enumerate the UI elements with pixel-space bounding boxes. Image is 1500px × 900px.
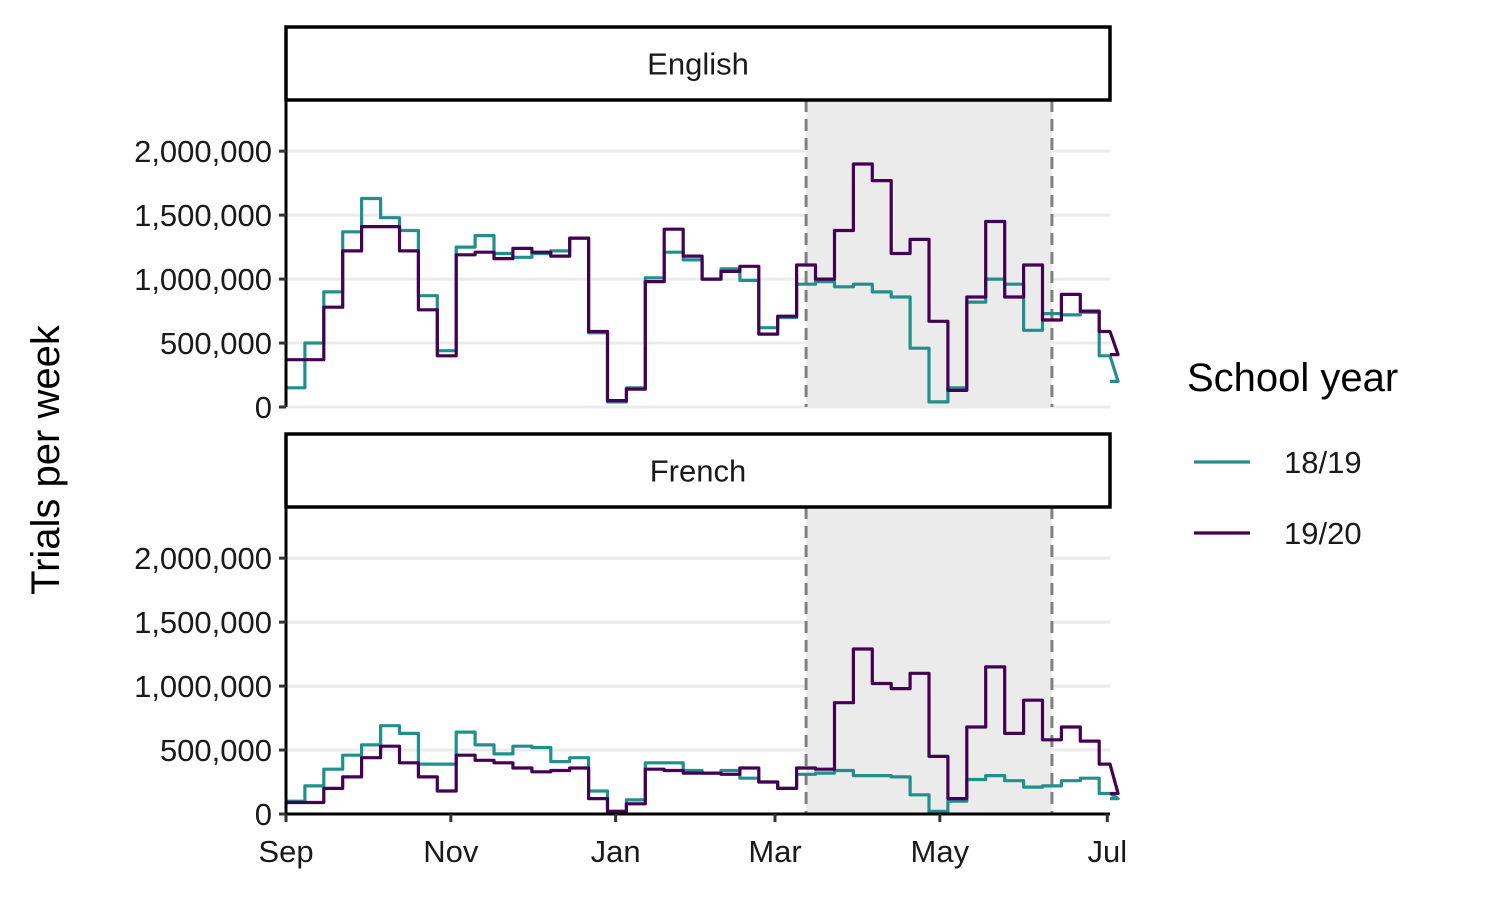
y-tick-label: 1,500,000 bbox=[134, 605, 272, 640]
panel-french: French 0 500,000 1,000,000 1,500,000 2,000,00… bbox=[134, 432, 1120, 832]
legend: School year 18/19 19/20 bbox=[1187, 356, 1398, 551]
y-tick-label: 2,000,000 bbox=[134, 134, 272, 169]
y-axis-title: Trials per week bbox=[24, 324, 68, 595]
panel-english: English 0 500,000 1,000,000 1,500,000 2,000,0… bbox=[134, 25, 1120, 425]
x-tick-label: Nov bbox=[423, 834, 479, 869]
legend-items: 18/19 19/20 bbox=[1194, 445, 1362, 551]
x-tick-label: Sep bbox=[258, 834, 313, 869]
facet-strip bbox=[284, 25, 1112, 102]
y-tick-label: 500,000 bbox=[160, 326, 272, 361]
y-tick-label: 0 bbox=[255, 390, 272, 425]
x-axis: Sep Nov Jan Mar May Jul bbox=[258, 812, 1128, 869]
shaded-period bbox=[806, 507, 1052, 814]
x-tick-label: May bbox=[911, 834, 970, 869]
y-tick-label: 2,000,000 bbox=[134, 541, 272, 576]
legend-label: 18/19 bbox=[1284, 445, 1362, 480]
x-tick-label: Jan bbox=[591, 834, 641, 869]
y-tick-label: 1,500,000 bbox=[134, 198, 272, 233]
y-tick-label: 500,000 bbox=[160, 733, 272, 768]
legend-label: 19/20 bbox=[1284, 516, 1362, 551]
y-tick-label: 1,000,000 bbox=[134, 669, 272, 704]
x-tick-label: Mar bbox=[748, 834, 801, 869]
series-line-19-20 bbox=[286, 162, 1120, 403]
facet-label: English bbox=[647, 47, 749, 82]
x-tick-label: Jul bbox=[1088, 834, 1128, 869]
y-tick-label: 1,000,000 bbox=[134, 262, 272, 297]
panels: English 0 500,000 1,000,000 1,500,000 2,000,0… bbox=[134, 25, 1120, 832]
y-tick-label: 0 bbox=[255, 797, 272, 832]
series-line-19-20 bbox=[286, 647, 1120, 814]
legend-title: School year bbox=[1187, 356, 1398, 400]
facet-strip bbox=[284, 432, 1112, 509]
facet-label: French bbox=[650, 454, 746, 489]
